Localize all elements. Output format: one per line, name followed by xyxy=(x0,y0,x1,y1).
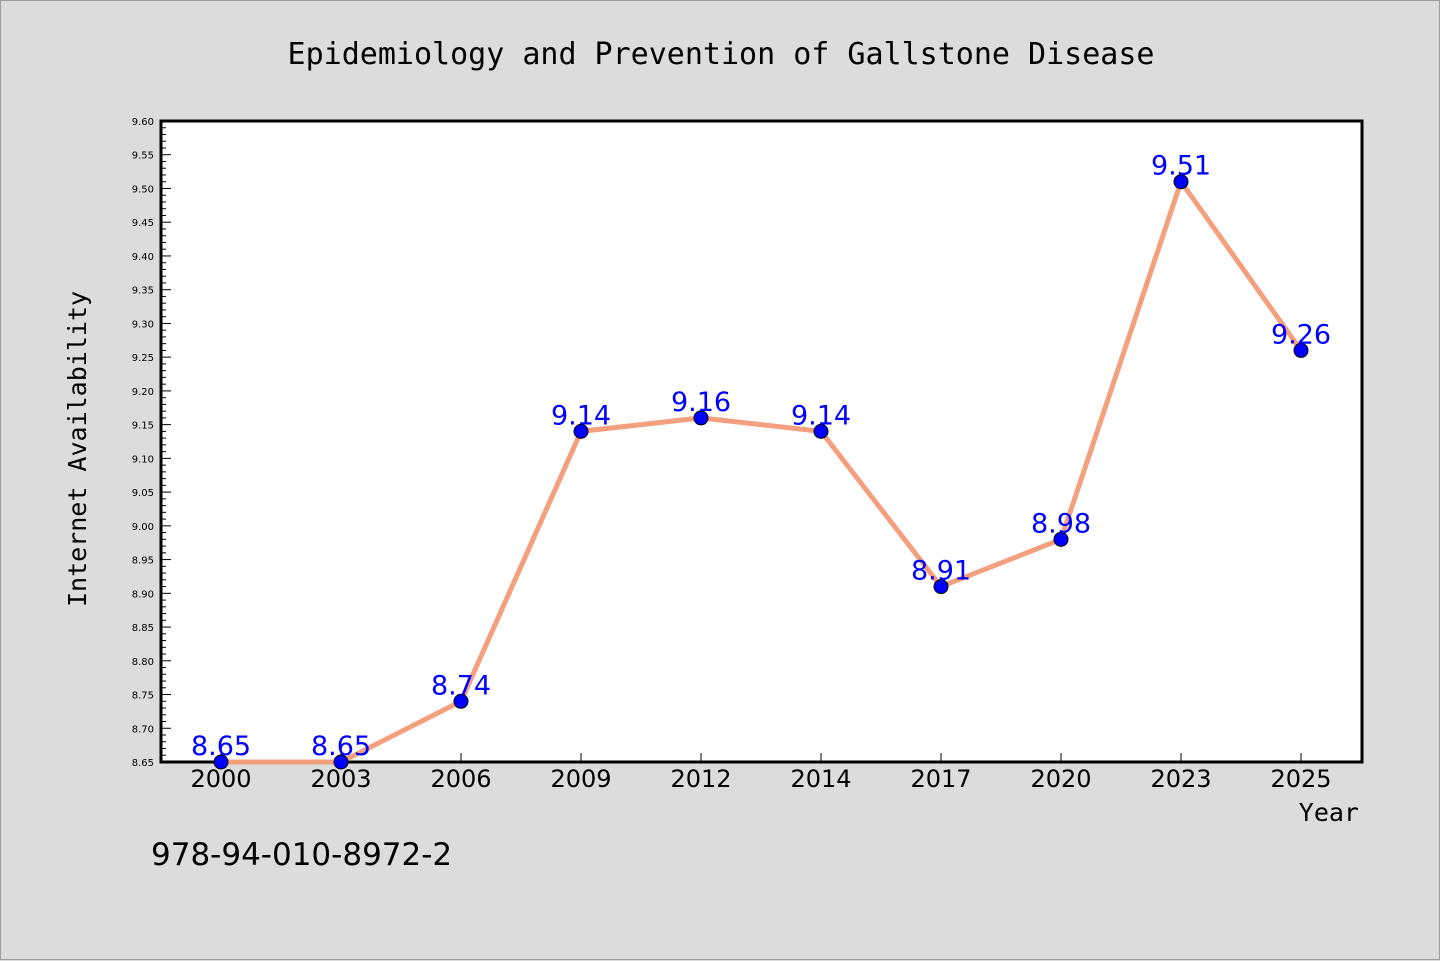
y-tick-label: 9.35 xyxy=(132,286,154,297)
data-point-marker xyxy=(1293,342,1309,358)
data-point-marker xyxy=(813,423,829,439)
x-tick-label: 2023 xyxy=(1150,765,1211,793)
x-axis-title: Year xyxy=(1299,798,1359,827)
data-point-marker xyxy=(933,579,949,595)
y-tick-label: 8.70 xyxy=(132,724,154,735)
chart-title: Epidemiology and Prevention of Gallstone… xyxy=(288,37,1155,72)
y-tick-label: 9.30 xyxy=(132,319,154,330)
data-point-marker xyxy=(693,410,709,426)
y-tick-label: 8.90 xyxy=(132,589,154,600)
x-tick-label: 2014 xyxy=(790,765,851,793)
y-tick-label: 9.45 xyxy=(132,218,154,229)
y-tick-label: 9.00 xyxy=(132,522,154,533)
x-tick-label: 2009 xyxy=(550,765,611,793)
data-point-marker xyxy=(453,693,469,709)
x-tick-label: 2020 xyxy=(1030,765,1091,793)
data-point-marker xyxy=(573,423,589,439)
data-label: 8.91 xyxy=(911,556,971,587)
y-tick-label: 8.80 xyxy=(132,657,154,668)
y-tick-label: 8.85 xyxy=(132,623,154,634)
data-label: 9.51 xyxy=(1151,151,1211,182)
x-tick-label: 2003 xyxy=(310,765,371,793)
y-tick-label: 9.15 xyxy=(132,421,154,432)
x-tick-label: 2006 xyxy=(430,765,491,793)
y-tick-label: 8.75 xyxy=(132,691,154,702)
isbn-text: 978-94-010-8972-2 xyxy=(151,837,452,873)
data-label: 8.65 xyxy=(191,731,251,762)
x-tick-label: 2025 xyxy=(1270,765,1331,793)
y-tick-label: 9.40 xyxy=(132,252,154,263)
y-tick-label: 9.55 xyxy=(132,151,154,162)
y-axis-title: Internet Availability xyxy=(63,291,92,607)
x-tick-label: 2000 xyxy=(190,765,251,793)
y-tick-label: 9.10 xyxy=(132,454,154,465)
x-axis: 2000 2003 2006 2009 2012 2014 2017 2020 2023 2025 xyxy=(190,753,1332,793)
y-tick-label: 8.65 xyxy=(132,758,154,769)
data-label: 9.26 xyxy=(1271,319,1331,350)
y-tick-label: 9.05 xyxy=(132,488,154,499)
y-tick-label: 9.20 xyxy=(132,387,154,398)
data-point-marker xyxy=(1053,531,1069,547)
data-label: 9.14 xyxy=(791,400,851,431)
data-point-marker xyxy=(1173,174,1189,190)
series-line xyxy=(218,179,1304,765)
data-label: 9.14 xyxy=(551,400,611,431)
plot-area xyxy=(159,119,1364,764)
x-tick-label: 2017 xyxy=(910,765,971,793)
data-point-marker xyxy=(333,754,349,770)
data-label: 8.98 xyxy=(1031,508,1091,539)
data-label: 8.74 xyxy=(431,670,491,701)
y-tick-label: 9.25 xyxy=(132,353,154,364)
data-label: 9.16 xyxy=(671,387,731,418)
x-tick-label: 2012 xyxy=(670,765,731,793)
data-label: 8.65 xyxy=(311,731,371,762)
y-axis: 8.65 8.70 8.75 8.80 8.85 8.90 8.95 9.00 9.05 9.10… xyxy=(132,117,171,769)
series-layer xyxy=(213,174,1309,770)
y-tick-label: 8.95 xyxy=(132,556,154,567)
data-labels: 8.65 8.65 8.74 9.14 9.16 9.14 8.91 8.98 9.51 9.26 xyxy=(191,151,1331,762)
y-tick-label: 9.60 xyxy=(132,117,154,128)
data-point-marker xyxy=(213,754,229,770)
y-tick-label: 9.50 xyxy=(132,184,154,195)
